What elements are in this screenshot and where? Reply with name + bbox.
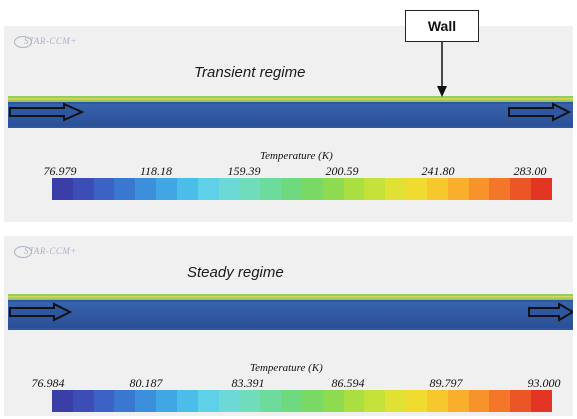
colorbar-cell [52,390,73,412]
starccm-logo: STAR-CCM+ [14,36,77,48]
pipe-fluid-region [8,104,573,126]
colorbar-cell [468,178,490,200]
colorbar-tick: 118.18 [139,164,173,178]
logo-text: STAR-CCM+ [24,36,77,47]
colorbar-cell [72,178,94,200]
colorbar-cell [72,390,94,412]
colorbar-tick: 241.80 [421,164,455,178]
colorbar-tick: 200.59 [325,164,359,178]
colorbar-cell [468,390,490,412]
colorbar-cell [426,390,448,412]
colorbar-cell [447,390,469,412]
colorbar-cell [343,178,365,200]
colorbar-tick: 93.000 [527,376,561,390]
colorbar-cell [135,178,157,200]
colorbar-cell [385,178,407,200]
temperature-colorbar [52,390,552,412]
flow-outlet-arrow-icon [508,102,572,122]
colorbar-cell [114,178,136,200]
colorbar-cell [406,178,427,200]
colorbar-cell [301,178,323,200]
pipe-wall-layer [8,296,573,300]
colorbar-cell [239,390,261,412]
colorbar-cell [218,390,240,412]
flow-outlet-arrow-icon [528,302,573,322]
colorbar-cell [93,390,115,412]
colorbar-cell [510,390,532,412]
colorbar-cell [301,390,323,412]
temperature-scale-title: Temperature (K) [260,150,333,162]
colorbar-tick: 159.39 [227,164,261,178]
colorbar-cell [281,390,302,412]
colorbar-tick: 89.797 [429,376,463,390]
colorbar-cell [114,390,136,412]
steady-panel: STAR-CCM+ Steady regime Temperature (K) … [4,236,573,416]
colorbar-tick: 80.187 [129,376,163,390]
colorbar-cell [364,178,386,200]
colorbar-cell [385,390,407,412]
colorbar-cell [260,178,282,200]
colorbar-cell [322,178,344,200]
colorbar-cell [135,390,157,412]
steady-title: Steady regime [187,264,284,281]
colorbar-cell [93,178,115,200]
colorbar-cell [364,390,386,412]
colorbar-cell [343,390,365,412]
starccm-logo: STAR-CCM+ [14,246,77,258]
colorbar-tick: 83.391 [231,376,265,390]
colorbar-cell [156,390,177,412]
colorbar-cell [531,390,552,412]
flow-inlet-arrow-icon [9,302,73,322]
colorbar-cell [281,178,302,200]
colorbar-tick: 76.984 [31,376,65,390]
colorbar-cell [322,390,344,412]
transient-panel: STAR-CCM+ Transient regime Temperature (… [4,26,573,222]
colorbar-cell [197,390,219,412]
pipe-steady [8,294,573,330]
colorbar-cell [406,390,427,412]
colorbar-tick: 76.979 [43,164,77,178]
colorbar-cell [531,178,552,200]
colorbar-cell [156,178,177,200]
temperature-scale-title: Temperature (K) [250,362,323,374]
logo-text: STAR-CCM+ [24,246,77,257]
colorbar-cell [218,178,240,200]
colorbar-cell [489,178,511,200]
transient-title: Transient regime [194,64,306,81]
colorbar-cell [176,178,198,200]
colorbar-cell [489,390,511,412]
temperature-colorbar [52,178,552,200]
pipe-fluid-region [8,302,573,328]
colorbar-tick: 283.00 [513,164,547,178]
colorbar-cell [260,390,282,412]
wall-callout-label: Wall [405,10,479,42]
colorbar-cell [176,390,198,412]
colorbar-cell [447,178,469,200]
flow-inlet-arrow-icon [9,102,85,122]
colorbar-tick: 86.594 [331,376,365,390]
colorbar-cell [197,178,219,200]
colorbar-cell [426,178,448,200]
pipe-transient [8,96,573,128]
colorbar-cell [510,178,532,200]
colorbar-cell [52,178,73,200]
colorbar-cell [239,178,261,200]
pipe-wall-layer [8,98,573,102]
